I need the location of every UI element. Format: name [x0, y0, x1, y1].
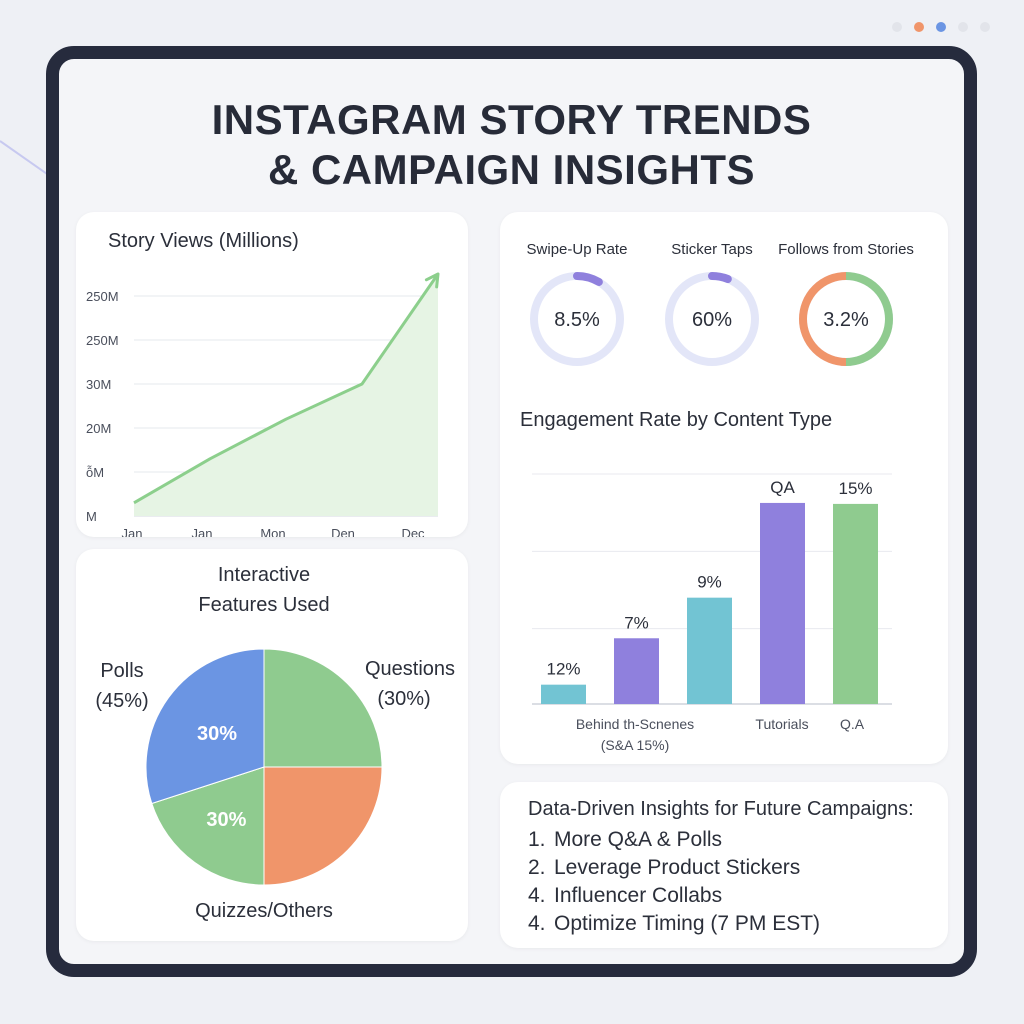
- dashboard-frame: INSTAGRAM STORY TRENDS & CAMPAIGN INSIGH…: [46, 46, 977, 977]
- page-title-line2: & CAMPAIGN INSIGHTS: [267, 146, 756, 193]
- insights-list: 1. More Q&A & Polls 2. Leverage Product Sti…: [528, 826, 820, 938]
- window-dot: [914, 22, 924, 32]
- insight-text: Optimize Timing (7 PM EST): [554, 912, 821, 935]
- insights-card: Data-Driven Insights for Future Campaign…: [500, 782, 948, 948]
- features-pie-chart: Interactive Features Used 30% 30% Polls (45%)…: [95, 564, 455, 922]
- y-tick-label: ỗM: [86, 465, 104, 480]
- x-tick-label: Mon: [260, 526, 285, 537]
- insight-number: 4.: [528, 884, 546, 907]
- insight-item: 2. Leverage Product Stickers: [528, 854, 820, 882]
- features-card: Interactive Features Used 30% 30% Polls (45%)…: [76, 549, 468, 941]
- pie-label-others: Quizzes/Others: [195, 900, 333, 922]
- kpi-rings: Swipe-Up Rate 8.5% Sticker Taps 60% Follows …: [527, 241, 914, 366]
- pie-slice: [145, 648, 265, 805]
- window-dot: [980, 22, 990, 32]
- insight-text: Influencer Collabs: [554, 884, 723, 907]
- kpi-label: Follows from Stories: [778, 241, 914, 258]
- pie-label-polls: Polls: [100, 660, 143, 682]
- kpi-label: Sticker Taps: [671, 241, 752, 258]
- pie-label-questions: Questions: [365, 658, 455, 680]
- y-tick-label: 20M: [86, 421, 111, 436]
- kpi-ring-fill: [845, 272, 893, 366]
- x-tick-label: Den: [331, 526, 355, 537]
- area-fill: [134, 274, 438, 516]
- window-dot: [892, 22, 902, 32]
- kpi-value: 8.5%: [554, 309, 600, 331]
- bar: [833, 503, 878, 704]
- kpi-value: 60%: [692, 309, 732, 331]
- bar-chart-title: Engagement Rate by Content Type: [520, 409, 833, 431]
- y-tick-label: 30M: [86, 377, 111, 392]
- pie-label-questions-pct: (30%): [377, 688, 430, 710]
- window-dots: [892, 22, 990, 32]
- pie-title-line2: Features Used: [198, 594, 329, 616]
- bar: [687, 597, 732, 704]
- window-dot: [958, 22, 968, 32]
- kpi-value: 3.2%: [823, 309, 869, 331]
- bar-data-label: 12%: [546, 660, 580, 679]
- pie-slice: [151, 766, 265, 886]
- insight-text: Leverage Product Stickers: [554, 856, 801, 879]
- x-category-label: Tutorials: [755, 716, 808, 732]
- x-tick-label: Jan: [122, 526, 143, 537]
- insight-item: 4. Influencer Collabs: [528, 882, 820, 910]
- x-category-label: Q.A: [840, 716, 865, 732]
- bar-data-label: QA: [770, 478, 795, 497]
- insight-number: 1.: [528, 828, 546, 851]
- pie-slice: [263, 648, 383, 768]
- insight-item: 1. More Q&A & Polls: [528, 826, 820, 854]
- x-category-label: (S&A 15%): [601, 737, 669, 753]
- kpi-ring-fill: [573, 272, 603, 286]
- insight-text: More Q&A & Polls: [554, 828, 723, 851]
- kpi-ring-fill: [799, 272, 847, 366]
- insight-item: 4. Optimize Timing (7 PM EST): [528, 910, 820, 938]
- decorative-line: [0, 140, 50, 177]
- y-tick-label: M: [86, 509, 97, 524]
- insights-title: Data-Driven Insights for Future Campaign…: [528, 798, 914, 820]
- y-tick-label: 250M: [86, 333, 119, 348]
- pie-title-line1: Interactive: [218, 564, 310, 586]
- bar-data-label: 15%: [838, 479, 872, 498]
- x-tick-label: Jan: [192, 526, 213, 537]
- engagement-bar-chart: 12% 7% 9% QA 15% Behind th-Scnenes (S&A 15%) Tu…: [532, 473, 892, 753]
- story-views-title: Story Views (Millions): [108, 230, 299, 252]
- window-dot: [936, 22, 946, 32]
- pie-label-polls-pct: (45%): [95, 690, 148, 712]
- pie-inner-label: 30%: [197, 723, 237, 745]
- story-views-chart: MỗM 20M 30M 250M 250M Jan Jan Mon Den Dec: [86, 272, 440, 537]
- x-tick-label: Dec: [401, 526, 425, 537]
- pie-slice: [263, 766, 383, 886]
- page-title: INSTAGRAM STORY TRENDS & CAMPAIGN INSIGH…: [59, 95, 964, 195]
- bar: [541, 684, 586, 704]
- engagement-card: Swipe-Up Rate 8.5% Sticker Taps 60% Follows …: [500, 212, 948, 764]
- insight-number: 4.: [528, 912, 546, 935]
- bar-data-label: 7%: [624, 613, 649, 632]
- bar: [614, 638, 659, 704]
- pie-inner-label: 30%: [206, 809, 246, 831]
- x-category-label: Behind th-Scnenes: [576, 716, 694, 732]
- kpi-ring-fill: [708, 272, 732, 284]
- insight-number: 2.: [528, 856, 546, 879]
- bar-data-label: 9%: [697, 573, 722, 592]
- page-title-line1: INSTAGRAM STORY TRENDS: [211, 96, 812, 143]
- y-tick-label: 250M: [86, 289, 119, 304]
- arrow-head: [424, 272, 440, 289]
- kpi-label: Swipe-Up Rate: [527, 241, 628, 258]
- bar: [760, 502, 805, 704]
